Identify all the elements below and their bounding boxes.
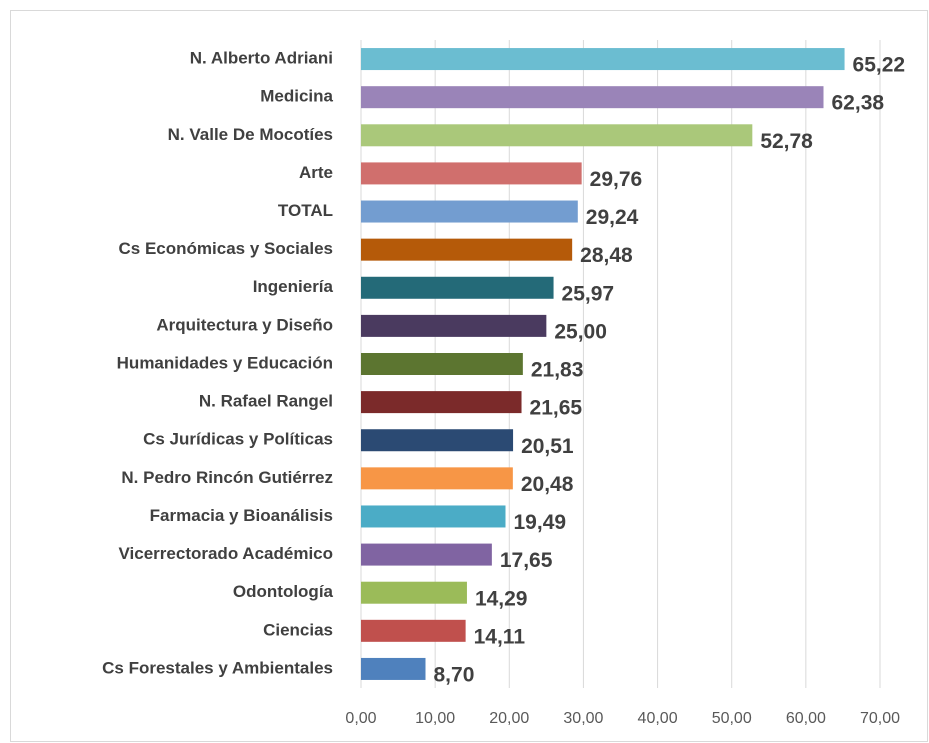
value-label: 14,29 bbox=[475, 587, 528, 610]
category-label: Humanidades y Educación bbox=[117, 353, 333, 372]
x-tick-label: 50,00 bbox=[712, 710, 752, 727]
category-label: Arquitectura y Diseño bbox=[156, 315, 333, 334]
category-label: Arte bbox=[299, 163, 333, 182]
value-label: 62,38 bbox=[832, 92, 885, 115]
category-label: Odontología bbox=[233, 582, 334, 601]
category-label: Vicerrectorado Académico bbox=[119, 544, 333, 563]
x-tick-label: 70,00 bbox=[860, 710, 900, 727]
x-tick-label: 10,00 bbox=[415, 710, 455, 727]
value-label: 8,70 bbox=[434, 663, 475, 686]
value-label: 17,65 bbox=[500, 549, 553, 572]
bar bbox=[361, 505, 506, 528]
category-label: Cs Económicas y Sociales bbox=[119, 239, 334, 258]
bar bbox=[361, 353, 523, 375]
x-tick-label: 60,00 bbox=[786, 710, 826, 727]
value-label: 28,48 bbox=[580, 244, 633, 267]
category-label: N. Valle De Mocotíes bbox=[168, 125, 333, 144]
value-label: 29,76 bbox=[590, 168, 643, 191]
category-label: N. Rafael Rangel bbox=[199, 392, 333, 411]
bar bbox=[361, 238, 573, 261]
bar bbox=[361, 124, 753, 147]
bar bbox=[361, 619, 466, 642]
x-tick-label: 20,00 bbox=[489, 710, 529, 727]
category-label: N. Pedro Rincón Gutiérrez bbox=[121, 468, 333, 487]
value-label: 25,00 bbox=[554, 320, 607, 343]
bar bbox=[361, 162, 582, 185]
bar bbox=[361, 467, 513, 490]
category-label: Farmacia y Bioanálisis bbox=[150, 506, 333, 525]
bar bbox=[361, 200, 578, 223]
bar bbox=[361, 391, 522, 414]
value-label: 65,22 bbox=[853, 54, 906, 77]
bar bbox=[361, 86, 824, 109]
bar bbox=[361, 48, 845, 71]
bar bbox=[361, 657, 426, 680]
value-label: 20,51 bbox=[521, 435, 574, 458]
category-label: Ciencias bbox=[263, 620, 333, 639]
category-label: N. Alberto Adriani bbox=[190, 49, 333, 68]
value-label: 21,83 bbox=[531, 359, 584, 382]
value-label: 21,65 bbox=[530, 397, 583, 420]
value-label: 20,48 bbox=[521, 473, 574, 496]
x-tick-label: 30,00 bbox=[563, 710, 603, 727]
x-tick-label: 40,00 bbox=[638, 710, 678, 727]
value-label: 14,11 bbox=[474, 625, 526, 648]
x-tick-label: 0,00 bbox=[345, 710, 376, 727]
value-label: 25,97 bbox=[562, 282, 615, 305]
bar bbox=[361, 543, 492, 566]
bar bbox=[361, 314, 547, 337]
value-label: 29,24 bbox=[586, 206, 639, 229]
value-label: 52,78 bbox=[760, 130, 813, 153]
bar bbox=[361, 581, 467, 604]
category-label: Medicina bbox=[260, 87, 333, 106]
bar bbox=[361, 429, 514, 452]
bar bbox=[361, 276, 554, 299]
category-label: TOTAL bbox=[278, 201, 333, 220]
value-label: 19,49 bbox=[514, 511, 567, 534]
category-label: Cs Jurídicas y Políticas bbox=[143, 430, 333, 449]
category-label: Ingeniería bbox=[253, 277, 334, 296]
category-label: Cs Forestales y Ambientales bbox=[102, 658, 333, 677]
chart-border bbox=[10, 10, 928, 742]
